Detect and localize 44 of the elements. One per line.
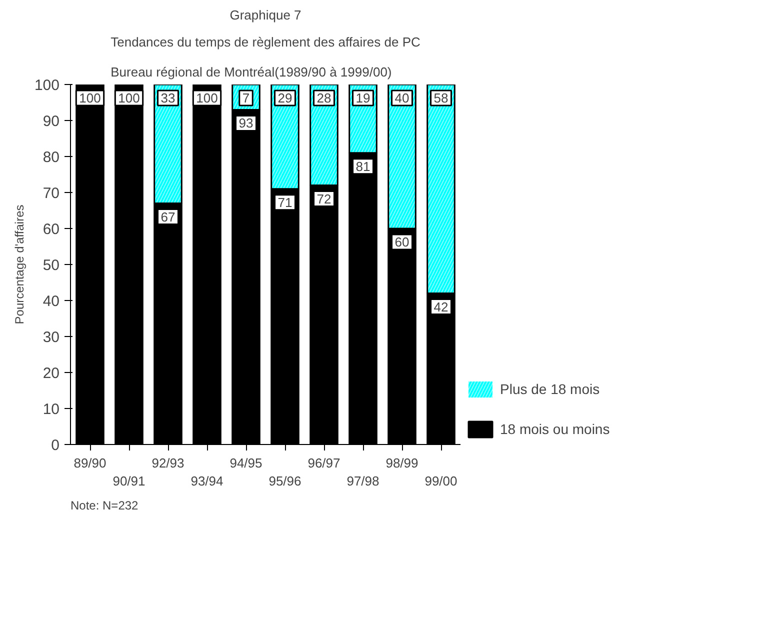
x-tick-label: 99/00 <box>424 474 458 488</box>
y-tick-label: 0 <box>51 437 60 454</box>
y-tick-label: 40 <box>42 293 60 310</box>
data-label: 100 <box>118 90 140 106</box>
x-tick-label: 97/98 <box>346 474 380 488</box>
x-tick-label: 89/90 <box>74 456 106 470</box>
data-label: 100 <box>196 90 218 106</box>
data-label: 19 <box>356 90 370 106</box>
data-label: 81 <box>356 158 370 174</box>
data-label: 67 <box>160 209 176 224</box>
y-tick-label: 70 <box>42 185 60 202</box>
y-tick-label: 20 <box>42 365 60 382</box>
y-tick-label: 30 <box>42 329 60 346</box>
x-tick-label: 90/91 <box>112 474 146 488</box>
data-label: 60 <box>394 234 410 250</box>
data-label: 28 <box>316 90 332 106</box>
text: Note: N=232 <box>70 498 139 512</box>
data-label: 33 <box>160 90 176 106</box>
data-label: 7 <box>242 90 250 106</box>
data-label: 72 <box>316 191 332 206</box>
y-tick-label: 50 <box>42 257 60 274</box>
data-label: 100 <box>79 90 101 106</box>
data-label: 93 <box>238 116 254 131</box>
y-tick-label: 10 <box>42 401 60 418</box>
x-tick-label: 95/96 <box>268 474 302 488</box>
data-label: 71 <box>278 194 292 210</box>
y-axis-title: Pourcentage d'affaires <box>12 204 26 324</box>
data-label: 29 <box>278 90 292 106</box>
data-label: 42 <box>434 299 448 314</box>
x-tick-label: 96/97 <box>308 456 340 470</box>
data-label: 40 <box>394 90 410 106</box>
legend-label: Plus de 18 mois <box>500 381 600 397</box>
chart-subtitle: Tendances du temps de règlement des affaires de PC Bureau régional de Montréal(1989/90 à 1999/00) <box>110 34 420 80</box>
y-tick-label: 100 <box>34 77 60 94</box>
x-tick-label: 94/95 <box>230 456 262 470</box>
chart-title: Graphique 7 <box>230 8 302 22</box>
x-tick-label: 93/94 <box>190 474 224 488</box>
y-tick-label: 90 <box>42 113 60 130</box>
y-tick-label: 80 <box>42 149 60 166</box>
y-tick-label: 60 <box>42 221 60 238</box>
legend-label: 18 mois ou moins <box>500 421 610 437</box>
data-label: 58 <box>434 90 448 106</box>
x-tick-label: 98/99 <box>386 456 418 470</box>
x-tick-label: 92/93 <box>152 456 184 470</box>
